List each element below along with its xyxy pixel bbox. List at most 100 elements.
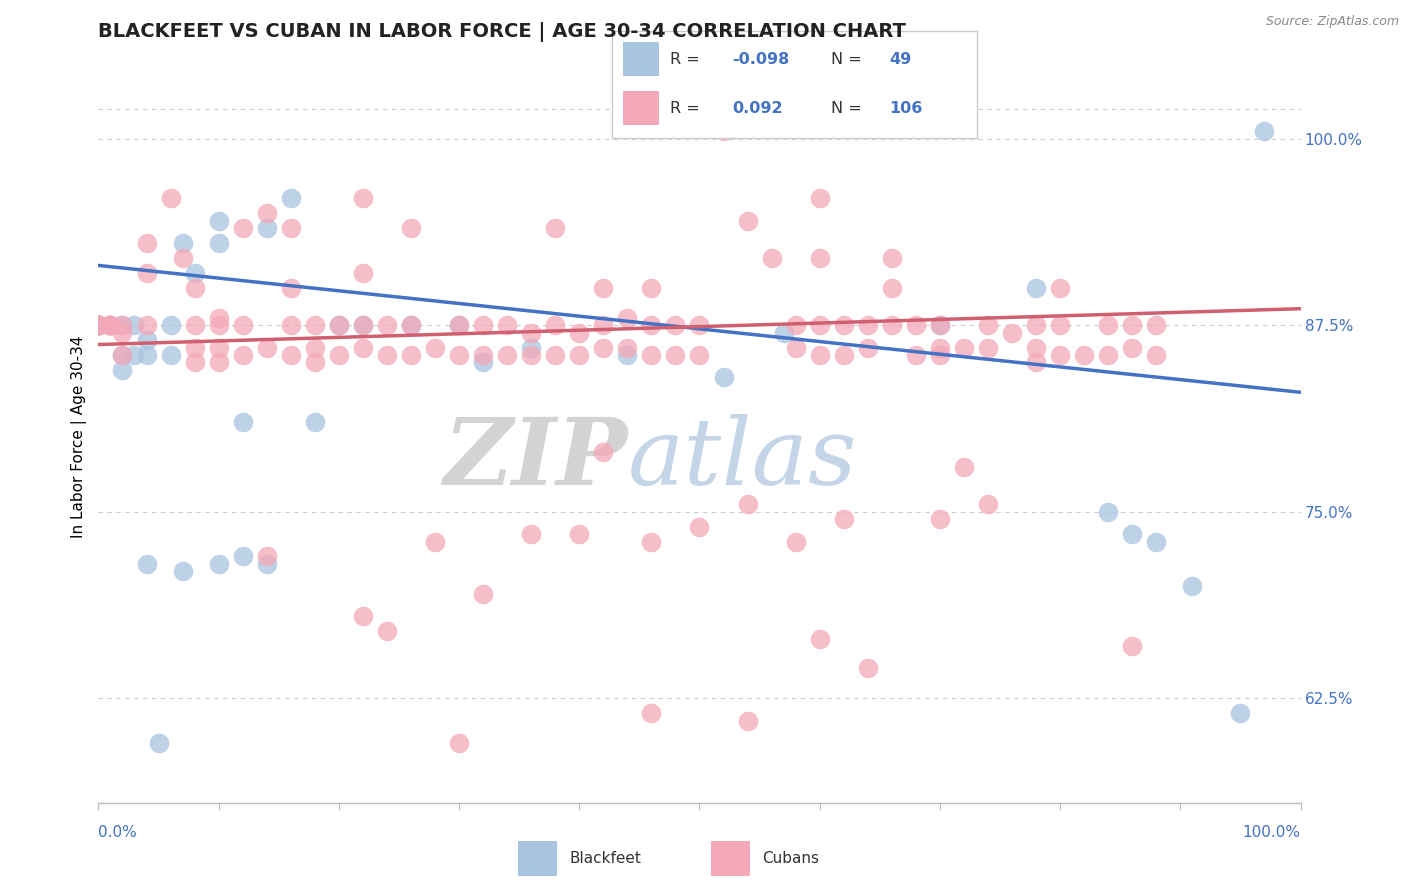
- Point: [87, 318, 110, 332]
- Point: [447, 318, 470, 332]
- Point: [977, 318, 1000, 332]
- Text: Blackfeet: Blackfeet: [569, 851, 641, 866]
- Point: [544, 221, 567, 235]
- Point: [520, 326, 543, 340]
- Point: [111, 348, 134, 362]
- Point: [87, 318, 110, 332]
- Point: [1097, 348, 1119, 362]
- Point: [928, 348, 950, 362]
- Point: [713, 124, 735, 138]
- Point: [1049, 348, 1071, 362]
- Point: [375, 348, 398, 362]
- Text: Source: ZipAtlas.com: Source: ZipAtlas.com: [1265, 15, 1399, 29]
- Point: [689, 348, 711, 362]
- Point: [1025, 341, 1047, 355]
- Point: [1121, 318, 1143, 332]
- Point: [304, 415, 326, 429]
- Text: N =: N =: [831, 52, 862, 67]
- Point: [880, 318, 903, 332]
- Point: [640, 318, 662, 332]
- Point: [808, 191, 831, 205]
- Point: [856, 341, 879, 355]
- Point: [856, 661, 879, 675]
- Point: [111, 326, 134, 340]
- Point: [928, 512, 950, 526]
- Point: [352, 266, 374, 280]
- Point: [280, 318, 302, 332]
- Point: [208, 235, 231, 250]
- Point: [111, 318, 134, 332]
- Point: [856, 318, 879, 332]
- Point: [520, 341, 543, 355]
- Point: [87, 318, 110, 332]
- Point: [87, 318, 110, 332]
- Text: R =: R =: [671, 52, 700, 67]
- Y-axis label: In Labor Force | Age 30-34: In Labor Force | Age 30-34: [72, 335, 87, 539]
- Point: [87, 318, 110, 332]
- Point: [808, 251, 831, 265]
- Text: 0.092: 0.092: [733, 101, 783, 116]
- Point: [423, 534, 446, 549]
- Point: [1097, 505, 1119, 519]
- Point: [87, 318, 110, 332]
- Point: [953, 341, 976, 355]
- Point: [87, 318, 110, 332]
- Point: [100, 318, 122, 332]
- Point: [159, 318, 181, 332]
- Point: [737, 714, 759, 728]
- Text: 0.0%: 0.0%: [98, 825, 138, 840]
- Point: [232, 415, 254, 429]
- Text: -0.098: -0.098: [733, 52, 790, 67]
- Point: [447, 736, 470, 750]
- Point: [785, 534, 807, 549]
- Point: [87, 318, 110, 332]
- Point: [664, 348, 686, 362]
- Point: [87, 318, 110, 332]
- Point: [544, 318, 567, 332]
- Point: [87, 318, 110, 332]
- Point: [1144, 348, 1167, 362]
- Point: [87, 318, 110, 332]
- Point: [352, 609, 374, 624]
- Point: [592, 318, 614, 332]
- Text: BLACKFEET VS CUBAN IN LABOR FORCE | AGE 30-34 CORRELATION CHART: BLACKFEET VS CUBAN IN LABOR FORCE | AGE …: [98, 22, 907, 42]
- Point: [256, 549, 278, 564]
- Point: [304, 341, 326, 355]
- Point: [928, 318, 950, 332]
- Bar: [711, 841, 751, 876]
- Point: [208, 341, 231, 355]
- Point: [761, 251, 783, 265]
- Point: [159, 348, 181, 362]
- Point: [399, 348, 422, 362]
- Point: [1049, 281, 1071, 295]
- Point: [977, 341, 1000, 355]
- Point: [1121, 527, 1143, 541]
- Point: [148, 736, 170, 750]
- Point: [772, 326, 794, 340]
- Point: [1001, 326, 1024, 340]
- Point: [472, 587, 495, 601]
- Point: [172, 251, 194, 265]
- Point: [640, 534, 662, 549]
- Point: [640, 281, 662, 295]
- Point: [520, 348, 543, 362]
- Text: 100.0%: 100.0%: [1243, 825, 1301, 840]
- Point: [280, 281, 302, 295]
- Point: [447, 318, 470, 332]
- Point: [1025, 281, 1047, 295]
- Point: [304, 355, 326, 369]
- Point: [87, 318, 110, 332]
- Point: [159, 191, 181, 205]
- Point: [280, 348, 302, 362]
- Point: [520, 527, 543, 541]
- Point: [135, 266, 157, 280]
- Point: [1121, 639, 1143, 653]
- Point: [352, 341, 374, 355]
- Text: Cubans: Cubans: [762, 851, 820, 866]
- Point: [256, 221, 278, 235]
- Point: [880, 281, 903, 295]
- Text: 106: 106: [890, 101, 922, 116]
- Point: [1073, 348, 1095, 362]
- Point: [111, 318, 134, 332]
- Point: [689, 818, 711, 832]
